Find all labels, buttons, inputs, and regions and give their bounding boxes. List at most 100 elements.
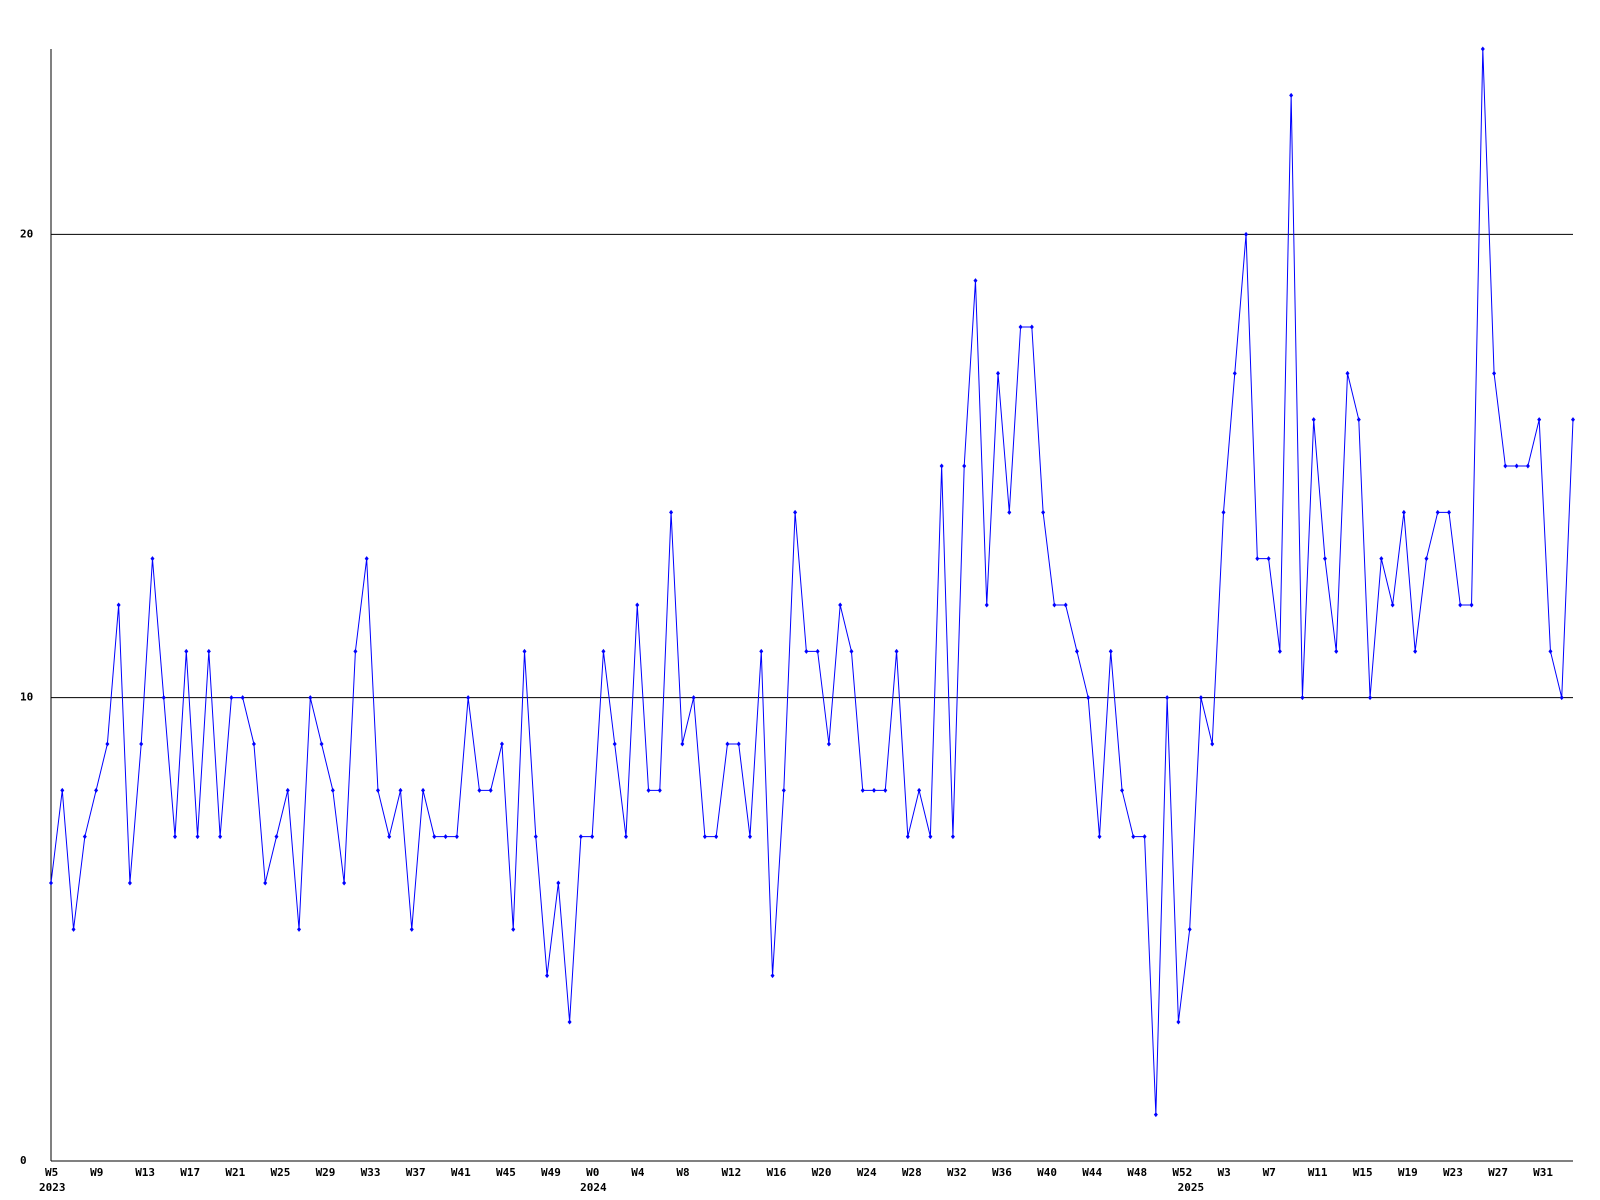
data-point — [747, 834, 752, 840]
x-tick-label: W44 — [1082, 1166, 1102, 1179]
data-point — [1571, 417, 1575, 423]
data-point — [1232, 370, 1237, 376]
x-tick-label: W8 — [676, 1166, 689, 1179]
x-tick-label: W31 — [1533, 1166, 1553, 1179]
data-point — [387, 834, 392, 840]
data-point — [590, 834, 595, 840]
data-point — [1368, 695, 1373, 701]
data-point — [297, 926, 302, 932]
data-point — [1322, 556, 1327, 562]
data-point — [578, 834, 583, 840]
data-point — [60, 787, 65, 793]
data-point — [1435, 509, 1440, 515]
data-point — [1548, 648, 1553, 654]
data-point — [1401, 509, 1406, 515]
data-point — [263, 880, 268, 886]
data-point — [218, 834, 223, 840]
x-tick-label: W52 — [1172, 1166, 1192, 1179]
series-line — [50, 48, 1574, 1115]
data-point — [499, 741, 504, 747]
data-point — [1277, 648, 1282, 654]
data-point — [1492, 370, 1497, 376]
x-tick-label: W11 — [1308, 1166, 1328, 1179]
data-point — [612, 741, 617, 747]
data-point — [702, 834, 707, 840]
data-point — [669, 509, 674, 515]
data-point — [1514, 463, 1519, 469]
data-point — [319, 741, 324, 747]
data-point — [646, 787, 651, 793]
data-point — [477, 787, 482, 793]
data-point — [556, 880, 561, 886]
data-point — [466, 695, 471, 701]
data-point — [1007, 509, 1012, 515]
data-point — [240, 695, 245, 701]
data-point — [939, 463, 944, 469]
data-point — [950, 834, 955, 840]
x-tick-label: W13 — [135, 1166, 155, 1179]
data-point — [1041, 509, 1046, 515]
data-point — [759, 648, 764, 654]
data-point — [195, 834, 200, 840]
data-point — [105, 741, 110, 747]
data-point — [860, 787, 865, 793]
data-point — [1176, 1019, 1181, 1025]
data-point — [116, 602, 121, 608]
data-point — [1334, 648, 1339, 654]
data-point — [545, 973, 550, 979]
data-point — [353, 648, 358, 654]
x-tick-label: W3 — [1218, 1166, 1231, 1179]
x-tick-label: W45 — [496, 1166, 516, 1179]
data-point — [996, 370, 1001, 376]
data-point — [364, 556, 369, 562]
x-tick-label: W9 — [90, 1166, 103, 1179]
data-point — [229, 695, 234, 701]
data-point — [1424, 556, 1429, 562]
data-point — [206, 648, 211, 654]
data-point — [82, 834, 87, 840]
data-point — [1311, 417, 1316, 423]
data-point — [1063, 602, 1068, 608]
data-point — [849, 648, 854, 654]
data-point — [714, 834, 719, 840]
x-tick-label: W37 — [406, 1166, 426, 1179]
data-point — [725, 741, 730, 747]
data-point — [928, 834, 933, 840]
data-point — [1379, 556, 1384, 562]
data-point — [1153, 1112, 1158, 1118]
data-point — [342, 880, 347, 886]
data-point — [1120, 787, 1125, 793]
data-point — [1097, 834, 1102, 840]
data-point — [793, 509, 798, 515]
data-point — [657, 787, 662, 793]
x-tick-label: W7 — [1263, 1166, 1276, 1179]
x-tick-label: W25 — [270, 1166, 290, 1179]
x-tick-label: W49 — [541, 1166, 561, 1179]
data-point — [883, 787, 888, 793]
data-point — [1289, 92, 1294, 98]
data-point — [984, 602, 989, 608]
x-year-label: 2023 — [39, 1181, 66, 1194]
data-point — [973, 278, 978, 284]
data-point — [522, 648, 527, 654]
data-point — [1559, 695, 1564, 701]
x-tick-label: W41 — [451, 1166, 471, 1179]
y-tick-label: 0 — [20, 1154, 27, 1167]
data-point — [94, 787, 99, 793]
data-point — [330, 787, 335, 793]
data-point — [409, 926, 414, 932]
x-tick-label: W29 — [316, 1166, 336, 1179]
x-tick-label: W24 — [857, 1166, 877, 1179]
data-point — [1198, 695, 1203, 701]
data-point — [804, 648, 809, 654]
data-point — [1074, 648, 1079, 654]
data-point — [826, 741, 831, 747]
data-point — [601, 648, 606, 654]
data-point — [1300, 695, 1305, 701]
x-tick-label: W20 — [812, 1166, 832, 1179]
data-point — [1413, 648, 1418, 654]
data-point — [1525, 463, 1530, 469]
x-tick-label: W28 — [902, 1166, 922, 1179]
data-point — [49, 880, 53, 886]
